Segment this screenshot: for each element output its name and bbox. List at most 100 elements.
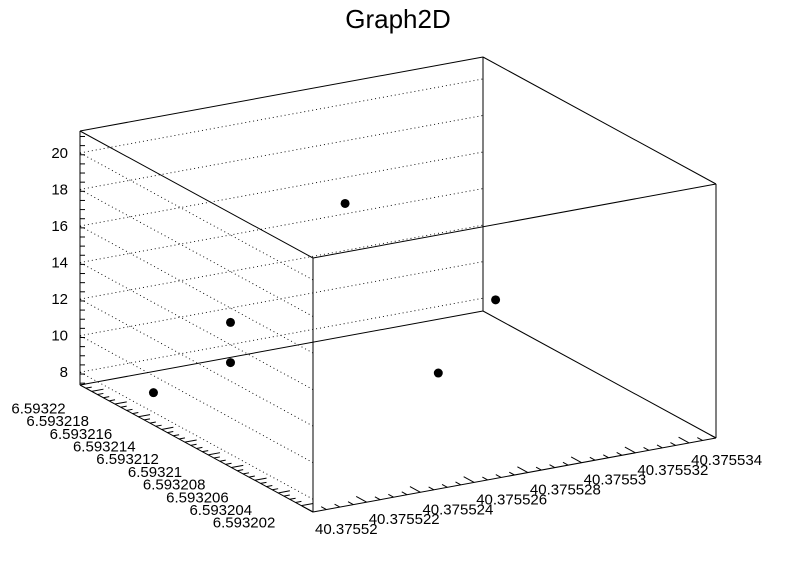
z-grid-line-left [79,371,314,500]
y-axis-tick [132,411,139,415]
x-axis-tick [374,496,381,501]
x-axis-tick [302,505,314,513]
x-axis-tick [428,486,435,491]
z-grid-line-back [79,261,484,337]
z-grid-line-back [79,151,484,227]
data-points [148,198,501,398]
y-axis-tick [219,459,226,462]
z-grid-line-back [79,188,484,264]
y-axis-tick [190,443,197,446]
y-axis-tick [231,464,244,469]
y-axis-tick [103,396,110,399]
data-point [433,368,443,378]
data-point [340,198,350,208]
data-point [226,317,235,327]
y-tick-label: 6.593206 [166,489,229,506]
y-axis-tick [143,418,151,421]
z-tick-label: 18 [51,181,68,198]
x-tick-label: 40.375534 [691,452,762,469]
x-axis-tick [616,451,623,456]
x-axis-tick [624,446,636,454]
y-axis-tick [213,456,220,459]
x-axis-tick [388,493,394,498]
x-axis-tick [482,476,488,481]
y-axis-tick [266,485,273,488]
z-grid-line-back [79,297,484,373]
y-axis-tick [225,462,232,465]
x-axis-tick [710,434,717,439]
y-axis-tick [85,386,92,389]
z-tick-label: 14 [51,255,68,272]
data-point [226,358,235,368]
y-axis-tick [178,437,186,440]
x-axis-tick [495,474,502,478]
z-grid-line-left [79,189,314,317]
y-axis-tick [97,392,104,396]
x-axis-tick [409,486,421,493]
x-axis-tick [320,506,327,510]
x-axis-tick [517,466,529,473]
y-axis-tick [208,452,221,456]
y-axis-tick [161,426,174,430]
x-axis-tick [643,447,650,451]
x-axis-tick [562,461,569,466]
box-edge [482,310,717,439]
x-tick-label: 40.375522 [369,511,440,528]
y-axis-tick [173,434,180,437]
x-axis-tick [334,503,341,508]
x-axis-tick [656,444,663,449]
x-axis-tick [355,495,367,503]
y-axis-tick [289,497,296,500]
box-edge [79,56,484,132]
z-tick-label: 8 [60,364,68,381]
y-axis-tick [254,477,267,481]
z-grid-line-back [79,224,484,300]
x-axis-tick [508,471,515,476]
y-tick-label: 6.593202 [213,515,276,532]
z-grid-line-left [79,225,314,354]
y-axis-tick [167,431,174,434]
y-axis-tick [272,488,279,491]
y-axis-tick [138,414,151,418]
y-axis-tick [109,399,116,402]
y-axis-tick [301,502,314,507]
y-tick-label: 6.59322 [11,400,65,417]
z-grid-line-left [79,298,314,427]
z-grid-line-left [79,335,314,464]
x-axis-tick [347,501,354,506]
x-axis-tick [589,456,596,461]
y-axis-tick [243,472,250,475]
x-axis-tick [455,481,462,486]
z-grid-line-left [79,152,314,281]
y-axis-tick [196,446,203,449]
z-tick-label: 16 [51,218,68,235]
z-tick-label: 10 [51,328,68,345]
x-axis-tick [535,466,542,471]
box-edge [482,56,717,185]
x-axis-tick [549,464,556,469]
y-tick-label: 6.593208 [143,477,206,494]
x-axis-tick [441,484,448,488]
x-axis-tick [670,442,676,446]
z-grid-line-back [79,78,484,154]
y-axis-tick [248,475,255,478]
y-tick-label: 6.593218 [26,413,89,430]
x-tick-label: 40.375524 [422,501,493,518]
y-tick-label: 6.593212 [96,451,159,468]
z-tick-label: 12 [51,291,68,308]
y-axis-tick [277,490,290,494]
y-tick-label: 6.593214 [73,438,136,455]
chart-title: Graph2D [345,4,451,34]
z-tick-label: 20 [51,145,68,162]
data-point [491,295,501,305]
x-axis-tick [401,491,408,496]
grid-lines [79,78,484,500]
x-tick-label: 40.37553 [584,472,647,489]
y-axis-tick [202,450,209,453]
y-axis-tick [283,494,290,497]
box-edge [312,183,717,259]
y-axis-tick [120,405,127,408]
x-tick-label: 40.375528 [530,482,601,499]
x-axis-tick [463,476,475,483]
